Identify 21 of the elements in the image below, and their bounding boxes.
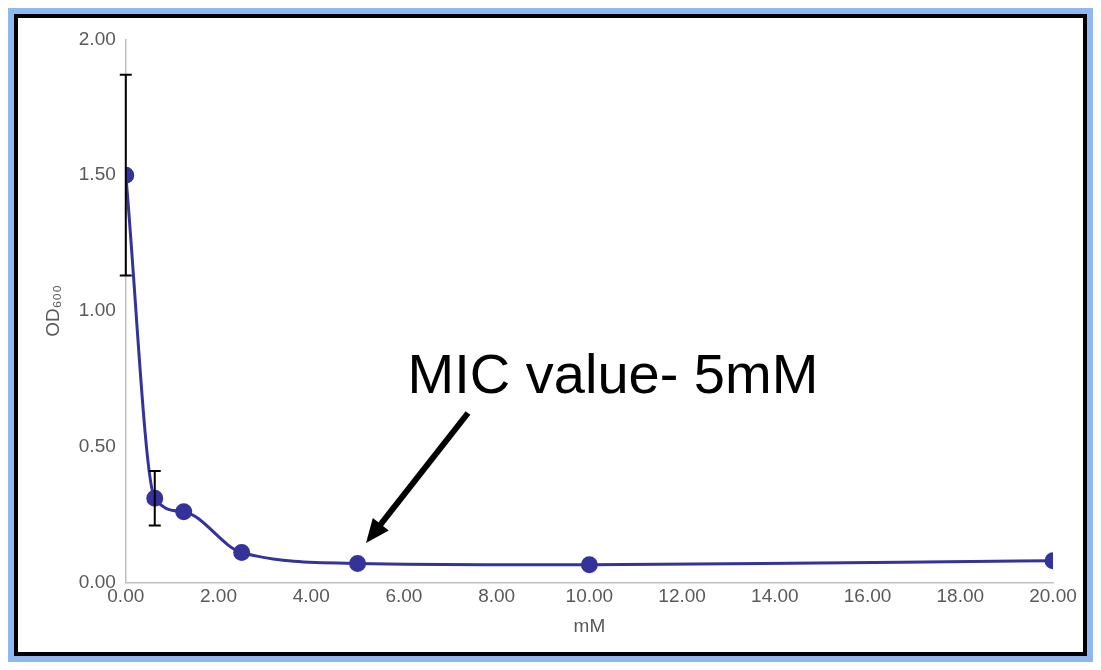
point — [175, 503, 193, 521]
x-tick-label: 8.00 — [478, 585, 516, 607]
y-tick-label: 2.00 — [78, 27, 116, 49]
point — [349, 554, 367, 572]
y-axis-title: OD₆₀₀ — [41, 284, 63, 337]
x-tick-label: 14.00 — [751, 585, 799, 607]
x-axis-title: mM — [573, 614, 606, 636]
x-tick-label: 4.00 — [292, 585, 330, 607]
x-tick-label: 18.00 — [936, 585, 985, 607]
x-tick-label: 6.00 — [385, 585, 423, 607]
point — [233, 544, 251, 562]
x-tick-label: 20.00 — [1029, 585, 1077, 607]
x-tick-label: 2.00 — [200, 585, 237, 607]
x-tick-label: 12.00 — [658, 585, 706, 607]
x-tick-label: 16.00 — [843, 585, 892, 607]
y-tick-label: 1.50 — [78, 163, 116, 185]
y-tick-label: 1.00 — [78, 299, 116, 321]
y-tick-label: 0.50 — [78, 434, 116, 456]
point — [580, 556, 598, 574]
annotation: MIC value- 5mM — [407, 342, 819, 406]
x-tick-label: 10.00 — [565, 585, 614, 607]
